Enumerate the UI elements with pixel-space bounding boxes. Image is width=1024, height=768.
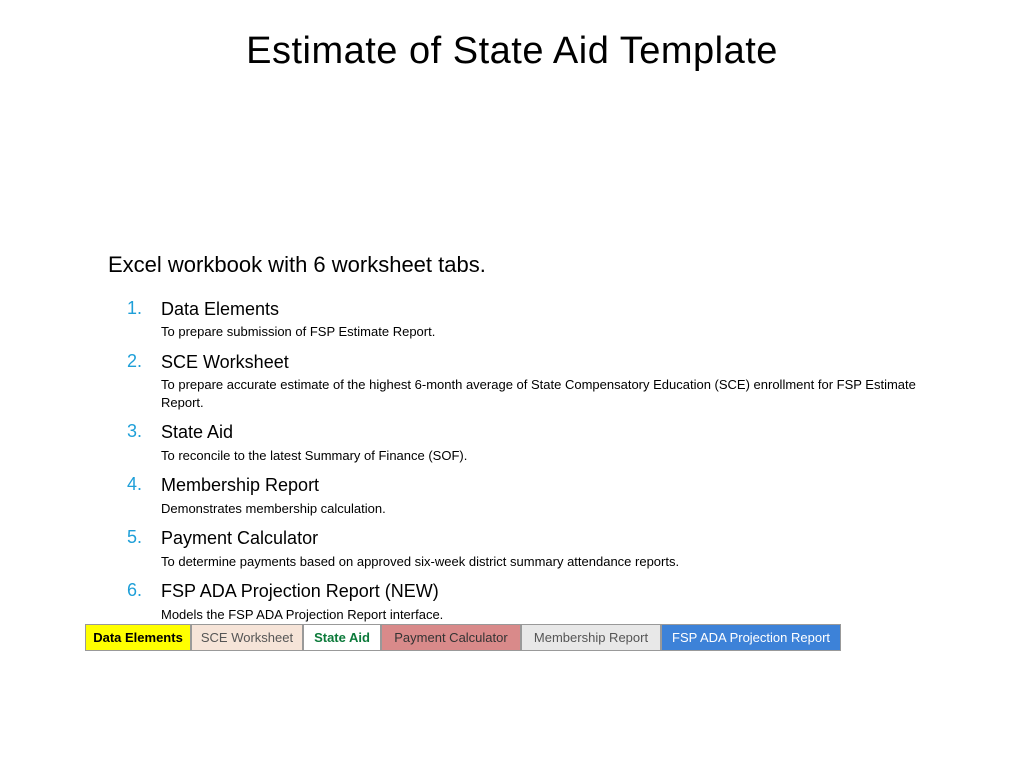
item-desc: To determine payments based on approved … [161,553,927,571]
item-title: FSP ADA Projection Report (NEW) [161,580,927,603]
item-title: Membership Report [161,474,927,497]
item-title: SCE Worksheet [161,351,927,374]
list-item: 5. Payment Calculator To determine payme… [127,527,927,570]
item-title: Data Elements [161,298,927,321]
item-number: 1. [127,298,161,319]
tab-fsp-ada-projection[interactable]: FSP ADA Projection Report [661,625,841,650]
item-desc: To prepare submission of FSP Estimate Re… [161,323,927,341]
tab-membership-report[interactable]: Membership Report [521,625,661,650]
item-title: Payment Calculator [161,527,927,550]
list-item: 2. SCE Worksheet To prepare accurate est… [127,351,927,411]
tab-payment-calculator[interactable]: Payment Calculator [381,625,521,650]
item-desc: To reconcile to the latest Summary of Fi… [161,447,927,465]
page-title: Estimate of State Aid Template [0,30,1024,73]
tab-data-elements[interactable]: Data Elements [85,625,191,650]
item-number: 2. [127,351,161,372]
item-title: State Aid [161,421,927,444]
item-number: 6. [127,580,161,601]
tab-sce-worksheet[interactable]: SCE Worksheet [191,625,303,650]
worksheet-tabs: Data Elements SCE Worksheet State Aid Pa… [85,624,841,651]
item-number: 3. [127,421,161,442]
item-number: 5. [127,527,161,548]
item-desc: Models the FSP ADA Projection Report int… [161,606,927,624]
subtitle: Excel workbook with 6 worksheet tabs. [108,252,486,278]
item-number: 4. [127,474,161,495]
list-item: 4. Membership Report Demonstrates member… [127,474,927,517]
list-item: 6. FSP ADA Projection Report (NEW) Model… [127,580,927,623]
worksheet-list: 1. Data Elements To prepare submission o… [127,298,927,633]
item-desc: Demonstrates membership calculation. [161,500,927,518]
list-item: 3. State Aid To reconcile to the latest … [127,421,927,464]
item-desc: To prepare accurate estimate of the high… [161,376,927,411]
tab-state-aid[interactable]: State Aid [303,625,381,650]
list-item: 1. Data Elements To prepare submission o… [127,298,927,341]
